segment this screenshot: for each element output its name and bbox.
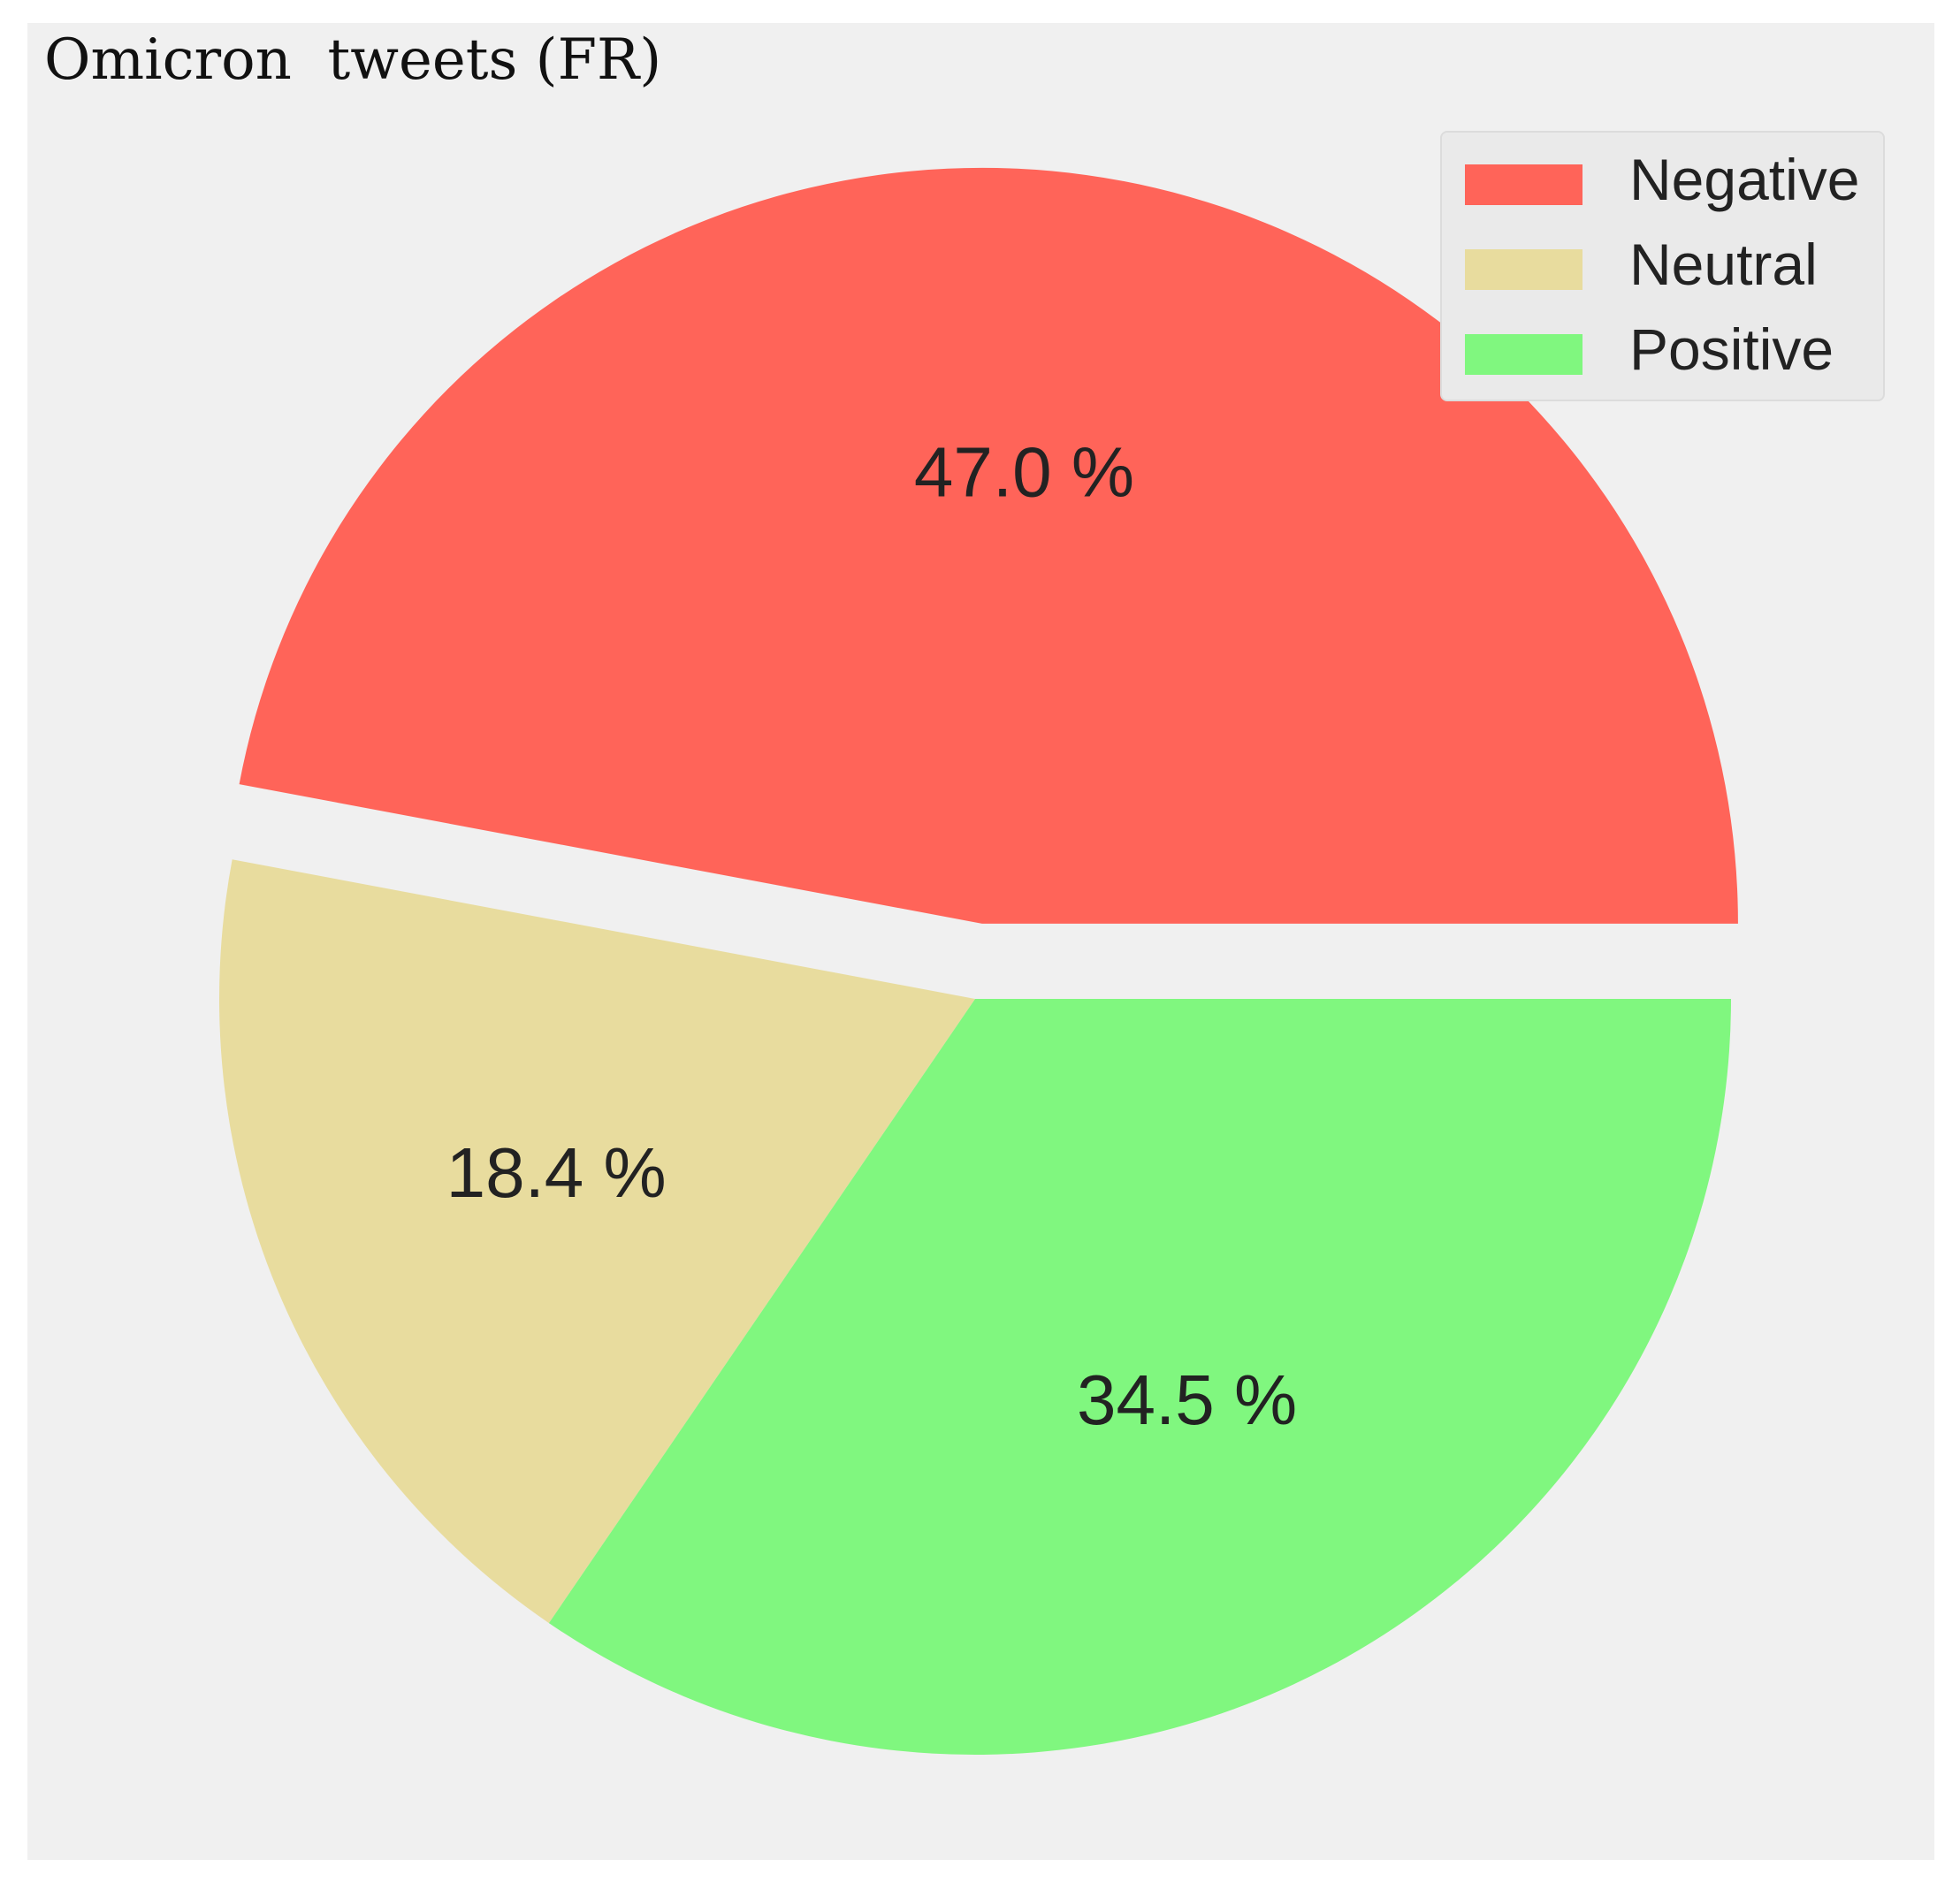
legend-item-neutral: Neutral bbox=[1442, 233, 1883, 295]
legend-label-neutral: Neutral bbox=[1629, 232, 1818, 297]
legend-swatch-negative bbox=[1465, 164, 1582, 205]
legend-item-negative: Negative bbox=[1442, 149, 1883, 210]
pie-slice-neutral bbox=[219, 859, 976, 1624]
legend-label-negative: Negative bbox=[1629, 147, 1860, 212]
legend-swatch-positive bbox=[1465, 334, 1582, 375]
chart-title: Omicron tweets (FR) bbox=[44, 27, 662, 93]
legend-item-positive: Positive bbox=[1442, 318, 1883, 380]
legend-label-positive: Positive bbox=[1629, 316, 1834, 382]
legend-swatch-neutral bbox=[1465, 249, 1582, 290]
pie-slice-negative bbox=[239, 167, 1738, 924]
slice-label-negative: 47.0 % bbox=[914, 433, 1134, 512]
slice-label-neutral: 18.4 % bbox=[446, 1133, 667, 1212]
legend: Negative Neutral Positive bbox=[1440, 131, 1885, 401]
pie-slice-positive bbox=[548, 999, 1731, 1755]
slice-label-positive: 34.5 % bbox=[1077, 1360, 1297, 1439]
